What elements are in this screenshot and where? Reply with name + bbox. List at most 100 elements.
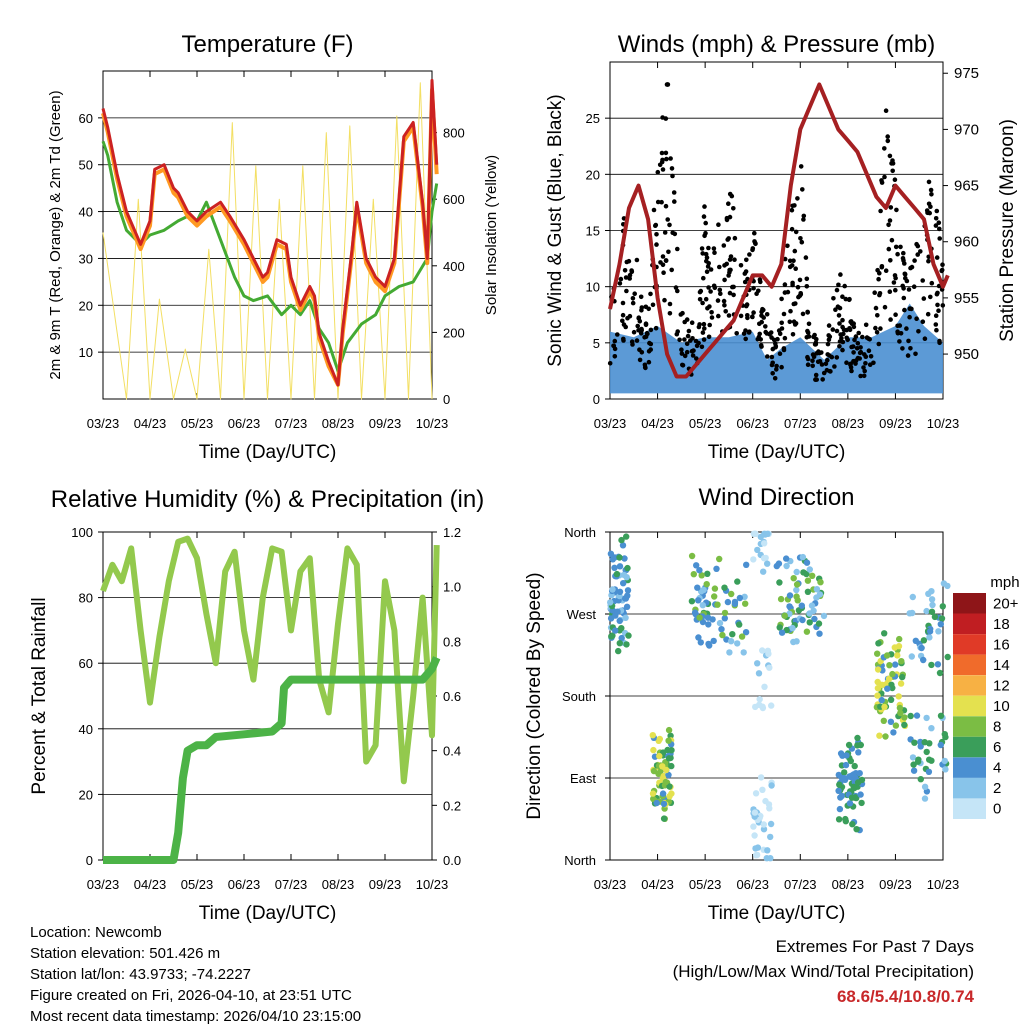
direction-point [616,563,624,570]
gust-point [769,335,774,340]
direction-point [874,650,881,657]
direction-point [753,852,760,859]
gust-point [725,237,730,242]
gust-point [781,311,787,317]
y2-tick-label: 600 [443,192,465,207]
direction-point [835,771,842,779]
gust-point [731,292,736,298]
gust-point [813,372,819,378]
gust-point [862,368,867,374]
gust-point [721,298,727,304]
y2-tick-label: 970 [954,121,979,138]
y2-tick-label: 0.8 [443,634,461,649]
gust-point [833,307,838,313]
direction-point [921,739,928,746]
gust-point [827,334,833,340]
direction-point [857,791,864,798]
gust-point [704,255,710,260]
direction-point [736,621,743,628]
direction-point [736,594,744,602]
direction-point [897,680,905,687]
gust-point [929,192,934,197]
x-tick-label: 03/23 [594,877,627,892]
gust-point [623,324,628,330]
y2-tick-label: 200 [443,325,465,340]
direction-point [820,612,828,620]
gust-point [891,280,897,285]
gust-point [857,350,863,356]
gust-point [662,297,667,303]
gust-point [717,264,722,270]
direction-point [695,634,702,641]
gust-point [772,376,778,381]
gust-point [670,230,675,235]
gust-point [925,311,931,317]
direction-point [804,588,812,595]
gust-point [620,312,626,318]
gust-point [738,313,744,319]
gust-point [907,314,912,320]
gust-point [722,303,727,308]
gust-point [889,237,895,243]
direction-point [752,845,759,852]
gust-point [857,356,862,361]
gust-point [620,318,625,324]
direction-point [889,670,896,678]
gust-point [907,306,913,311]
y-tick-label: 15 [586,224,600,239]
gust-point [761,307,766,313]
info-created: Figure created on Fri, 2026-04-10, at 23… [30,987,352,1004]
gust-point [798,292,804,297]
direction-point [759,647,766,654]
y2-tick-label: 0.4 [443,744,461,759]
direction-point [794,597,801,604]
gust-point [743,336,748,342]
direction-point [693,562,700,569]
direction-point [913,712,921,719]
gust-point [937,340,942,346]
gust-point [882,174,887,180]
direction-point [765,801,773,808]
direction-point [705,640,712,648]
gust-point [926,258,931,264]
y-tick-label: 100 [71,525,93,540]
direction-point [734,578,741,585]
legend-swatch [953,777,986,799]
direction-point [728,590,735,598]
gust-point [787,319,793,325]
x-tick-label: 06/23 [736,416,769,431]
gust-point [744,257,749,263]
direction-point [815,620,823,627]
gust-point [805,310,810,315]
gust-point [637,347,642,353]
gust-point [848,362,853,368]
gust-point [928,187,934,193]
gust-point [834,328,840,334]
direction-point [665,755,673,762]
direction-point [620,580,627,587]
gust-point [684,341,690,347]
legend-swatch [953,613,986,634]
gust-point [829,354,835,360]
direction-point [757,774,765,781]
direction-point [909,593,916,601]
direction-point [777,595,785,603]
gust-point [918,249,923,254]
gust-point [801,217,806,222]
gust-point [939,268,944,274]
direction-point [755,670,763,677]
gust-point [892,177,898,182]
direction-point [719,631,726,639]
y-tick-label: South [562,689,596,704]
direction-point [882,733,889,740]
gust-point [934,327,939,333]
legend-swatch [953,716,986,737]
direction-point [921,783,929,790]
chart-title-2: Winds (mph) & Pressure (mb) [618,31,935,58]
gust-point [668,156,673,161]
gust-point [738,263,744,268]
gust-point [920,319,926,325]
info-location: Location: Newcomb [30,924,162,941]
gust-point [887,153,893,159]
gust-point [860,334,865,340]
